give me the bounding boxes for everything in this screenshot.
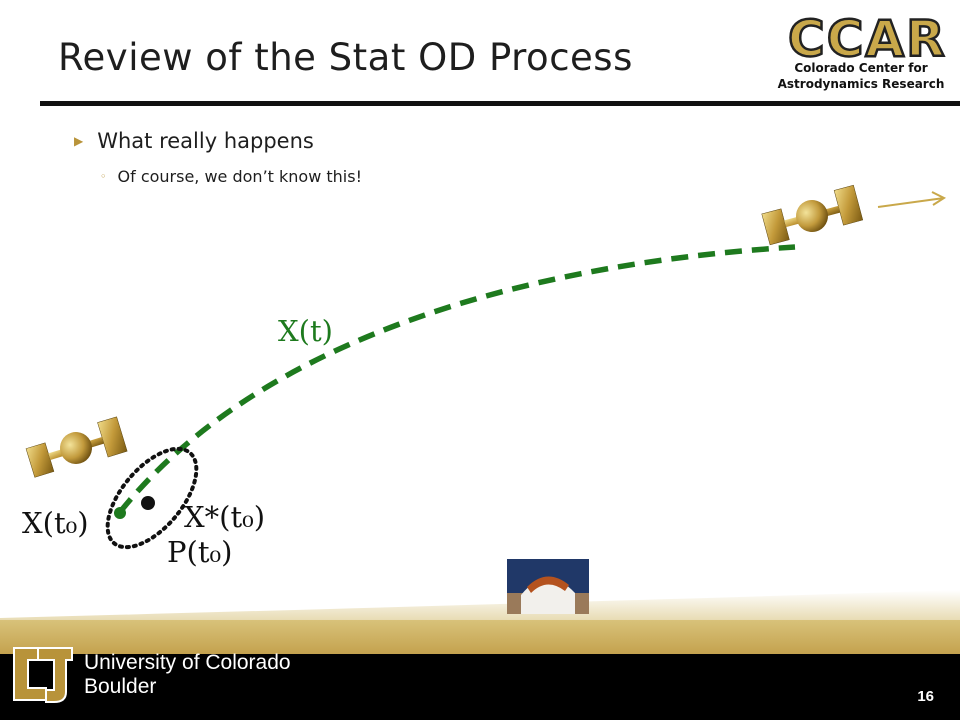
ground-horizon bbox=[0, 590, 960, 620]
satellite-icon bbox=[761, 184, 864, 246]
trajectory-label: X(t) bbox=[278, 314, 333, 348]
university-line2: Boulder bbox=[84, 675, 157, 698]
slide-title: Review of the Stat OD Process bbox=[58, 36, 633, 79]
page-number: 16 bbox=[917, 688, 934, 705]
observatory-photo bbox=[507, 559, 589, 614]
true-initial-state-point bbox=[114, 507, 126, 519]
ccar-logo: CCAR Colorado Center for Astrodynamics R… bbox=[776, 9, 947, 100]
cu-logo-icon bbox=[13, 647, 73, 703]
satellite-icon bbox=[25, 416, 128, 478]
subbullet-circle-icon: ◦ bbox=[100, 170, 107, 183]
reference-initial-state-point bbox=[141, 496, 155, 510]
trajectory-curve bbox=[117, 244, 796, 514]
footer-bar: University of Colorado Boulder 16 bbox=[0, 620, 960, 720]
ccar-logo-line1: Colorado Center for bbox=[794, 61, 928, 75]
velocity-arrow bbox=[877, 191, 947, 208]
bullet-arrow-icon: ▶ bbox=[74, 134, 84, 148]
reference-initial-state-label: X*(t₀) bbox=[184, 500, 266, 534]
true-initial-state-label: X(t₀) bbox=[22, 506, 89, 540]
bullet-item: ▶ What really happens bbox=[74, 129, 314, 153]
university-name: University of Colorado Boulder bbox=[84, 651, 291, 699]
ccar-logo-line2: Astrodynamics Research bbox=[777, 77, 945, 91]
ccar-logo-text: CCAR bbox=[787, 9, 947, 70]
covariance-label: P(t₀) bbox=[167, 535, 233, 569]
bullet-text: What really happens bbox=[97, 129, 314, 153]
covariance-ellipse bbox=[105, 446, 199, 550]
subbullet-item: ◦ Of course, we don’t know this! bbox=[100, 167, 362, 186]
university-line1: University of Colorado bbox=[84, 651, 291, 674]
diagram bbox=[0, 184, 960, 620]
subbullet-text: Of course, we don’t know this! bbox=[117, 167, 363, 186]
footer-gold-band bbox=[0, 620, 960, 654]
title-divider bbox=[40, 101, 960, 106]
